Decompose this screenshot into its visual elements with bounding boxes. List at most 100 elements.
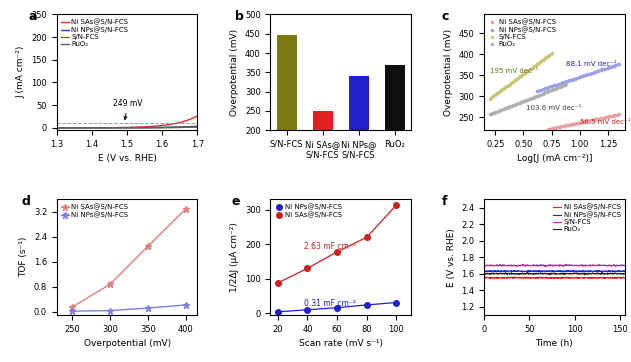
Line: RuO₂: RuO₂ [484, 273, 625, 275]
RuO₂ [508, 104, 516, 108]
Bar [277, 35, 297, 207]
X-axis label: Scan rate (mV s⁻¹): Scan rate (mV s⁻¹) [298, 339, 383, 348]
S/N-FCS [504, 83, 511, 88]
Ni SAs@S/N-FCS [557, 277, 564, 281]
S/N-FCS [548, 264, 556, 268]
Ni SAs@S/N-FCS [274, 281, 281, 285]
Ni NPs@S/N-FCS [621, 269, 628, 273]
RuO₂ [70, 126, 78, 130]
Line: Ni NPs@S/N-FCS: Ni NPs@S/N-FCS [69, 302, 189, 315]
S/N-FCS [155, 126, 162, 130]
Ni SAs@S/N-FCS [333, 250, 341, 254]
S/N-FCS [618, 264, 626, 268]
RuO₂ [524, 270, 531, 275]
RuO₂ [557, 272, 564, 276]
Ni NPs@S/N-FCS [141, 126, 149, 130]
Line: Ni NPs@S/N-FCS: Ni NPs@S/N-FCS [484, 270, 625, 272]
RuO₂ [562, 82, 570, 87]
RuO₂ [564, 271, 572, 275]
Line: Ni SAs@S/N-FCS: Ni SAs@S/N-FCS [57, 116, 198, 128]
Ni NPs@S/N-FCS [554, 82, 562, 86]
Line: Ni SAs@S/N-FCS: Ni SAs@S/N-FCS [275, 202, 399, 286]
Text: a: a [28, 10, 37, 23]
Bar [313, 111, 333, 207]
Legend: Ni NPs@S/N-FCS, Ni SAs@S/N-FCS: Ni NPs@S/N-FCS, Ni SAs@S/N-FCS [274, 203, 343, 219]
S/N-FCS [525, 68, 533, 72]
RuO₂ [499, 107, 507, 111]
Ni NPs@S/N-FCS [560, 80, 567, 84]
Ni NPs@S/N-FCS [53, 126, 61, 130]
S/N-FCS [565, 264, 572, 268]
RuO₂ [596, 272, 604, 276]
Ni NPs@S/N-FCS [68, 309, 76, 313]
RuO₂ [109, 126, 116, 130]
Ni NPs@S/N-FCS [569, 268, 577, 273]
Line: Ni NPs@S/N-FCS: Ni NPs@S/N-FCS [275, 300, 399, 315]
Line: Ni NPs@S/N-FCS: Ni NPs@S/N-FCS [536, 63, 620, 92]
Ni NPs@S/N-FCS [194, 124, 201, 129]
Ni NPs@S/N-FCS [547, 269, 555, 273]
Line: RuO₂: RuO₂ [488, 83, 567, 115]
Text: 56.5 mV dec⁻¹: 56.5 mV dec⁻¹ [580, 119, 630, 125]
S/N-FCS [502, 85, 509, 89]
Ni NPs@S/N-FCS [274, 310, 281, 314]
Text: 195 mV dec⁻¹: 195 mV dec⁻¹ [490, 68, 538, 74]
Ni SAs@S/N-FCS [621, 275, 628, 280]
Ni SAs@S/N-FCS [144, 244, 152, 248]
Ni NPs@S/N-FCS [155, 125, 163, 130]
Ni SAs@S/N-FCS [618, 275, 625, 280]
Legend: Ni SAs@S/N-FCS, Ni NPs@S/N-FCS, S/N-FCS, RuO₂: Ni SAs@S/N-FCS, Ni NPs@S/N-FCS, S/N-FCS,… [488, 18, 557, 48]
Y-axis label: 1/2ΔJ (μA cm⁻²): 1/2ΔJ (μA cm⁻²) [230, 222, 239, 292]
RuO₂ [581, 273, 589, 277]
S/N-FCS [562, 262, 570, 266]
Ni SAs@S/N-FCS [392, 203, 400, 207]
Bar [349, 76, 369, 207]
S/N-FCS [486, 96, 493, 101]
RuO₂ [621, 271, 628, 275]
Ni SAs@S/N-FCS [68, 305, 76, 309]
RuO₂ [512, 102, 519, 106]
Text: f: f [442, 195, 447, 208]
Ni SAs@S/N-FCS [109, 126, 116, 130]
Ni SAs@S/N-FCS [182, 207, 190, 211]
Ni NPs@S/N-FCS [596, 269, 604, 273]
RuO₂ [534, 93, 541, 98]
Ni NPs@S/N-FCS [557, 81, 564, 85]
Line: S/N-FCS: S/N-FCS [57, 127, 198, 128]
Ni SAs@S/N-FCS [557, 125, 564, 129]
Ni SAs@S/N-FCS [70, 126, 78, 130]
RuO₂ [486, 112, 493, 116]
Ni SAs@S/N-FCS [562, 123, 570, 127]
S/N-FCS [99, 126, 107, 130]
S/N-FCS [109, 126, 116, 130]
Ni SAs@S/N-FCS [564, 276, 572, 280]
Line: Ni SAs@S/N-FCS: Ni SAs@S/N-FCS [547, 113, 620, 130]
Ni NPs@S/N-FCS [144, 306, 152, 310]
Line: S/N-FCS: S/N-FCS [484, 264, 625, 266]
Ni SAs@S/N-FCS [567, 122, 575, 127]
S/N-FCS [513, 264, 521, 269]
Ni SAs@S/N-FCS [557, 275, 564, 280]
Line: RuO₂: RuO₂ [57, 127, 198, 128]
Ni NPs@S/N-FCS [557, 269, 564, 273]
Ni NPs@S/N-FCS [561, 80, 569, 84]
S/N-FCS [547, 263, 555, 267]
Ni NPs@S/N-FCS [182, 303, 190, 307]
Y-axis label: Overpotential (mV): Overpotential (mV) [230, 29, 239, 116]
Legend: Ni SAs@S/N-FCS, Ni NPs@S/N-FCS, S/N-FCS, RuO₂: Ni SAs@S/N-FCS, Ni NPs@S/N-FCS, S/N-FCS,… [552, 203, 621, 233]
RuO₂ [99, 126, 107, 130]
RuO₂ [618, 271, 626, 275]
Ni NPs@S/N-FCS [392, 300, 400, 305]
S/N-FCS [621, 264, 628, 268]
Ni NPs@S/N-FCS [548, 269, 555, 273]
Line: Ni SAs@S/N-FCS: Ni SAs@S/N-FCS [69, 205, 189, 311]
Legend: Ni SAs@S/N-FCS, Ni NPs@S/N-FCS, S/N-FCS, RuO₂: Ni SAs@S/N-FCS, Ni NPs@S/N-FCS, S/N-FCS,… [61, 18, 129, 48]
Text: e: e [231, 195, 240, 208]
RuO₂ [505, 104, 513, 109]
Text: 103.6 mV dec⁻¹: 103.6 mV dec⁻¹ [526, 105, 581, 111]
RuO₂ [194, 125, 201, 129]
Ni NPs@S/N-FCS [618, 269, 626, 273]
Text: 249 mV: 249 mV [113, 99, 143, 119]
S/N-FCS [53, 126, 61, 130]
Text: 88.1 mV dec⁻¹: 88.1 mV dec⁻¹ [566, 61, 617, 67]
